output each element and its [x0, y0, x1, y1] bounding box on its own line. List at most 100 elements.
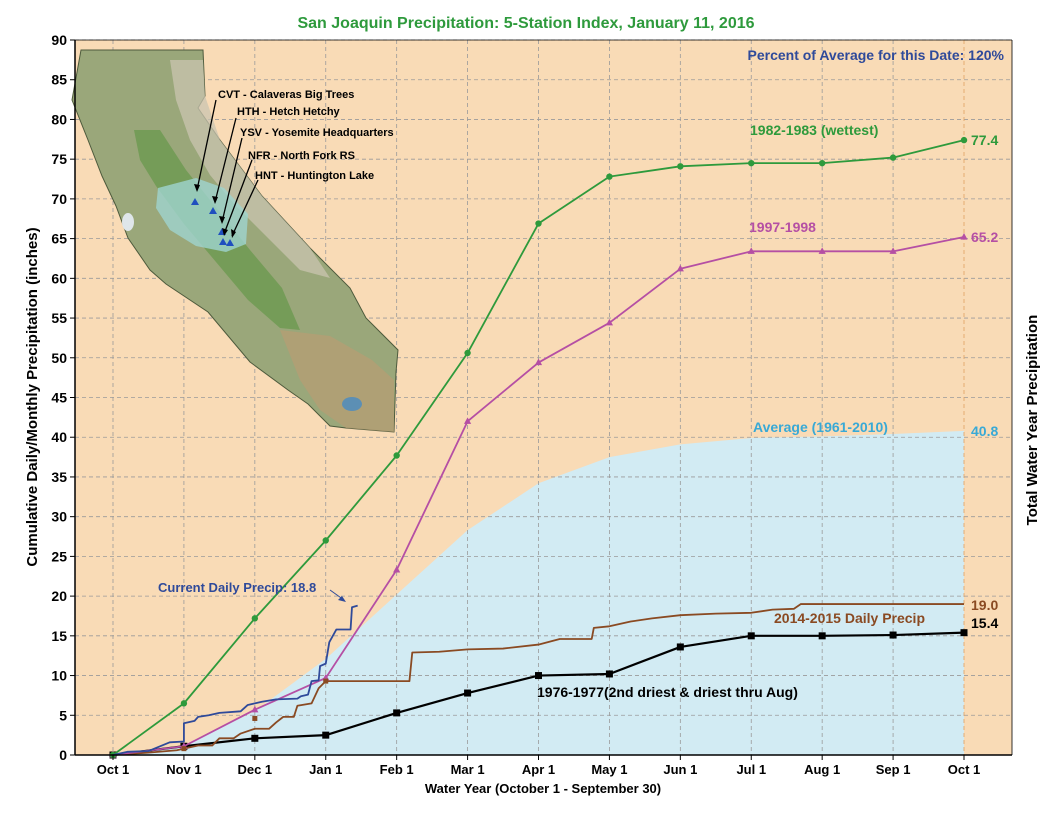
- point-1997-1998: [534, 358, 543, 366]
- station-label-hth: HTH - Hetch Hetchy: [237, 106, 341, 118]
- point-wettest: [889, 154, 897, 161]
- point-1997-1998: [463, 417, 472, 424]
- x-axis-label: Water Year (October 1 - September 30): [425, 781, 661, 796]
- station-marker-nfr: [219, 238, 227, 245]
- point-1976-1977: [818, 632, 826, 640]
- x-tick-label: May 1: [591, 762, 627, 777]
- y-tick-label: 25: [51, 548, 67, 564]
- series-label-1997-1998: 1997-1998: [749, 219, 816, 235]
- x-tick-label: Apr 1: [522, 762, 555, 777]
- x-tick-label: Mar 1: [451, 762, 485, 777]
- end-value-1976-1977: 15.4: [971, 615, 998, 631]
- series-line-current: [112, 604, 358, 756]
- california-map-inset: CVT - Calaveras Big Trees HTH - Hetch He…: [71, 49, 399, 433]
- point-wettest: [960, 136, 968, 144]
- station-label-ysv: YSV - Yosemite Headquarters: [240, 127, 394, 139]
- point-wettest: [535, 220, 542, 227]
- station-marker-hth: [209, 207, 217, 214]
- point-1976-1977: [960, 629, 968, 637]
- percent-of-average: Percent of Average for this Date: 120%: [748, 47, 1005, 63]
- point-1976-1977: [676, 643, 684, 651]
- series-label-1976-1977: 1976-1977(2nd driest & driest thru Aug): [537, 684, 798, 700]
- point-1976-1977: [535, 672, 542, 680]
- y-tick-label: 80: [51, 111, 67, 127]
- point-1976-1977: [393, 709, 401, 717]
- chart-title: San Joaquin Precipitation: 5-Station Ind…: [297, 15, 754, 32]
- y-tick-label: 65: [51, 231, 67, 247]
- y-axis-label: Cumulative Daily/Monthly Precipitation (…: [24, 227, 41, 566]
- point-1997-1998: [747, 247, 755, 254]
- point-wettest: [748, 159, 755, 167]
- station-marker-hnt: [226, 239, 234, 246]
- salton-sea: [342, 397, 362, 411]
- point-wettest: [606, 173, 613, 180]
- end-value-1997-1998: 65.2: [971, 229, 998, 245]
- point-2014-2015: [323, 678, 329, 684]
- series-line-y2015: [112, 603, 964, 756]
- y-tick-label: 60: [51, 270, 67, 286]
- series-label-average: Average (1961-2010): [753, 419, 888, 435]
- x-tick-label: Jan 1: [309, 762, 342, 777]
- station-label-cvt: CVT - Calaveras Big Trees: [218, 89, 354, 101]
- y-tick-labels: 0 5 10 15 20 25 30 35 40 45 50 55 60 65 70 75 80 85 90: [51, 32, 75, 763]
- x-tick-label: Aug 1: [804, 762, 840, 777]
- y-tick-label: 75: [51, 151, 67, 167]
- point-wettest: [818, 159, 826, 167]
- y-tick-label: 10: [51, 668, 67, 684]
- y-tick-label: 0: [59, 747, 67, 763]
- y-tick-label: 45: [51, 390, 67, 406]
- point-1976-1977: [322, 731, 330, 739]
- sierra-nevada-band: [170, 60, 330, 278]
- y-tick-label: 5: [59, 707, 67, 723]
- point-1976-1977: [747, 632, 755, 640]
- y-tick-label: 15: [51, 628, 67, 644]
- point-wettest: [393, 452, 400, 459]
- y-tick-label: 40: [51, 429, 67, 445]
- point-1976-1977: [889, 631, 897, 639]
- point-wettest: [322, 537, 329, 544]
- point-1976-1977: [464, 689, 472, 697]
- series-label-wettest: 1982-1983 (wettest): [750, 122, 878, 138]
- point-1997-1998: [676, 264, 684, 272]
- point-1997-1998: [960, 233, 968, 240]
- series-label-2014-2015: 2014-2015 Daily Precip: [774, 610, 925, 626]
- y-tick-label: 30: [51, 509, 67, 525]
- point-wettest: [180, 700, 188, 707]
- point-wettest: [677, 163, 684, 170]
- x-tick-labels: Oct 1 Nov 1 Dec 1 Jan 1 Feb 1 Mar 1 Apr 1 May 1…: [97, 755, 980, 777]
- point-1997-1998: [818, 247, 826, 254]
- point-1976-1977: [605, 670, 613, 678]
- san-francisco-bay: [122, 213, 134, 231]
- point-2014-2015: [252, 715, 258, 721]
- point-wettest: [464, 349, 471, 357]
- y-tick-label: 35: [51, 469, 67, 485]
- southern-coast: [280, 330, 394, 432]
- x-tick-label: Jul 1: [736, 762, 766, 777]
- end-value-average: 40.8: [971, 423, 998, 439]
- station-label-nfr: NFR - North Fork RS: [248, 150, 355, 162]
- point-2014-2015: [181, 746, 187, 752]
- station-label-hnt: HNT - Huntington Lake: [255, 170, 374, 182]
- series-layer: [109, 136, 968, 759]
- x-tick-label: Oct 1: [97, 762, 130, 777]
- point-1976-1977: [251, 734, 259, 742]
- x-tick-label: Nov 1: [166, 762, 201, 777]
- x-tick-label: Sep 1: [876, 762, 911, 777]
- series-label-current: Current Daily Precip: 18.8: [158, 580, 316, 595]
- x-tick-label: Dec 1: [237, 762, 272, 777]
- point-wettest: [251, 615, 259, 622]
- y-tick-label: 85: [51, 72, 67, 88]
- y-tick-label: 50: [51, 350, 67, 366]
- station-arrows: [196, 99, 259, 237]
- y-tick-label: 90: [51, 32, 67, 48]
- y-axis-label-right: Total Water Year Precipitation: [1024, 315, 1041, 526]
- end-value-wettest: 77.4: [971, 132, 998, 148]
- station-marker-cvt: [191, 198, 199, 205]
- station-arrowheads: [194, 184, 236, 238]
- y-tick-label: 20: [51, 588, 67, 604]
- y-tick-label: 55: [51, 310, 67, 326]
- x-tick-label: Feb 1: [380, 762, 414, 777]
- point-1997-1998: [393, 565, 401, 573]
- end-value-2014-2015: 19.0: [971, 597, 998, 613]
